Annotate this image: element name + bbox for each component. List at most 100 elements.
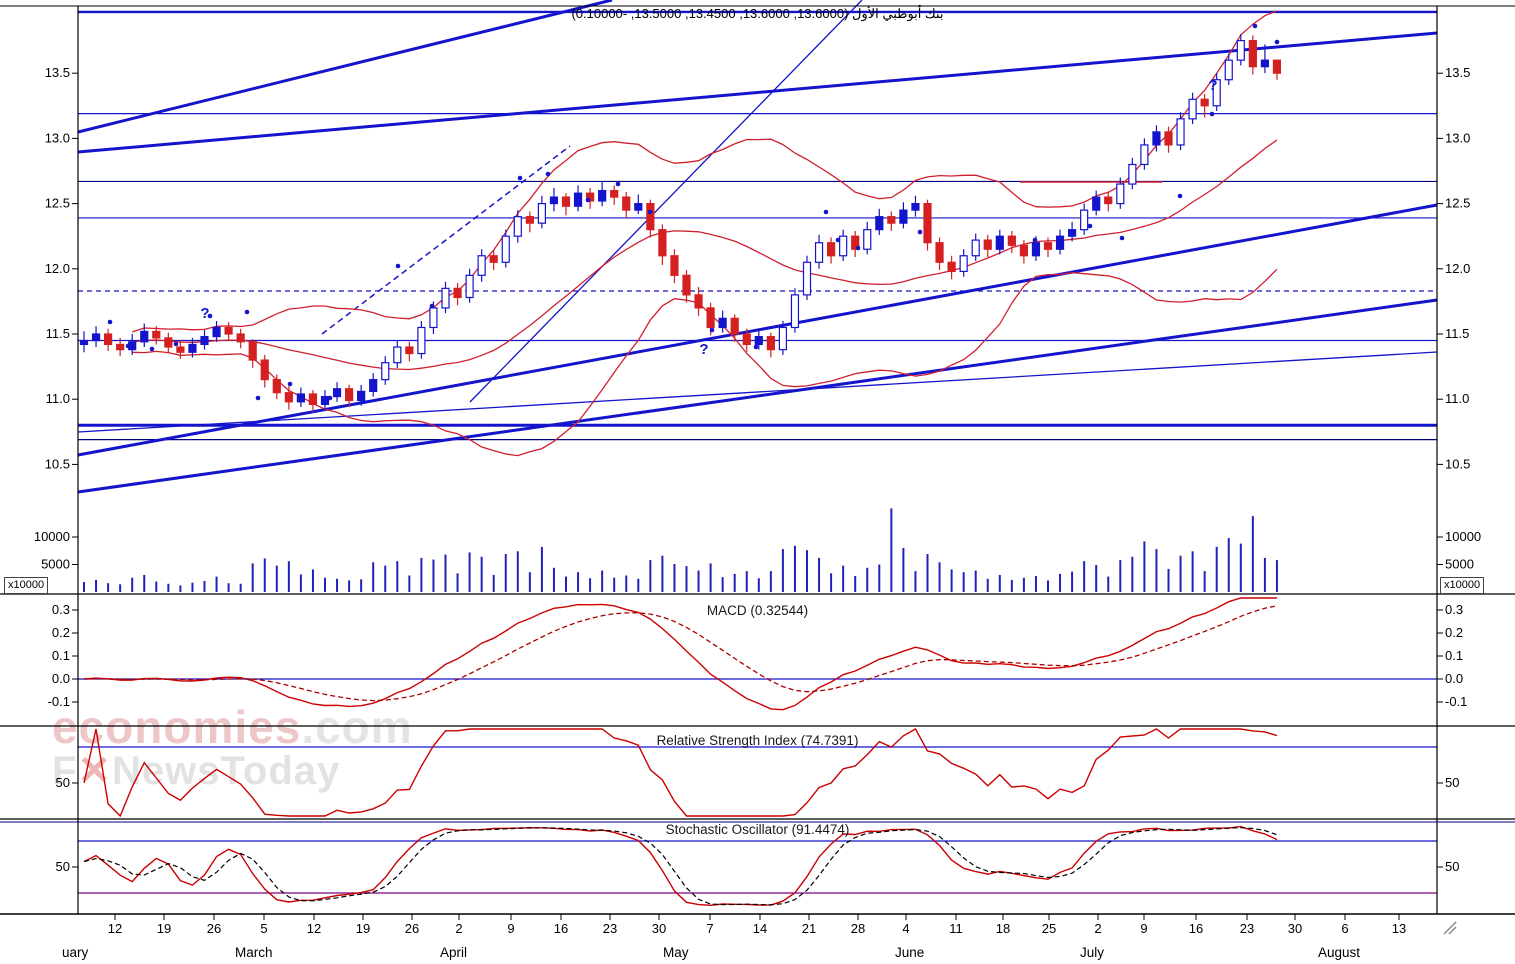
candle-body bbox=[212, 326, 221, 338]
trendlines bbox=[77, 0, 1438, 494]
candle-body bbox=[1224, 59, 1233, 81]
trendline bbox=[77, 0, 613, 134]
signal-dot bbox=[429, 303, 435, 309]
candle-body bbox=[826, 242, 836, 257]
candle-body bbox=[1043, 242, 1053, 250]
price-scale-label: 13.5 bbox=[1445, 65, 1470, 80]
candle-body bbox=[694, 294, 703, 309]
question-mark-annotation: ? bbox=[1208, 77, 1217, 94]
bollinger-bands bbox=[132, 10, 1278, 457]
question-mark-annotation: ? bbox=[200, 305, 209, 322]
candle-body bbox=[405, 346, 414, 355]
month-label: August bbox=[1318, 945, 1360, 960]
candle-body bbox=[983, 239, 992, 250]
rsi-line bbox=[83, 728, 1278, 818]
price-scale-label: 50 bbox=[1445, 775, 1459, 790]
signal-dot bbox=[107, 319, 113, 325]
candle-body bbox=[1080, 209, 1089, 231]
stoch-k-line bbox=[83, 825, 1278, 907]
signal-dot bbox=[395, 263, 401, 269]
signal-dot bbox=[149, 346, 155, 352]
price-scale-label: 11.0 bbox=[46, 391, 70, 406]
date-tick-label: 19 bbox=[157, 921, 171, 936]
price-scale-label: -0.1 bbox=[1445, 694, 1467, 709]
date-tick-label: 9 bbox=[1140, 921, 1147, 936]
signal-dot bbox=[545, 171, 551, 177]
candle-body bbox=[1248, 39, 1257, 68]
date-tick-label: 12 bbox=[108, 921, 122, 936]
date-tick-label: 30 bbox=[652, 921, 666, 936]
date-tick-label: 18 bbox=[996, 921, 1010, 936]
candle-body bbox=[140, 330, 149, 343]
stoch-d-line bbox=[83, 826, 1278, 906]
candle-body bbox=[489, 255, 498, 263]
candle-body bbox=[802, 261, 812, 296]
candle-body bbox=[1140, 144, 1149, 166]
price-scale-label: 10000 bbox=[1445, 529, 1481, 544]
candle-body bbox=[754, 336, 763, 346]
candle-body bbox=[501, 235, 510, 263]
date-tick-label: 23 bbox=[603, 921, 617, 936]
candle-body bbox=[549, 196, 559, 205]
date-tick-label: 11 bbox=[949, 921, 963, 936]
candle-body bbox=[393, 346, 402, 364]
candle-body bbox=[1055, 235, 1065, 250]
candle-body bbox=[417, 326, 426, 355]
candle-body bbox=[284, 392, 293, 403]
candle-body bbox=[152, 330, 161, 339]
candle-body bbox=[766, 336, 775, 351]
date-tick-label: 12 bbox=[307, 921, 321, 936]
month-label: June bbox=[895, 945, 924, 960]
signal-dot bbox=[327, 395, 333, 401]
trendline bbox=[321, 145, 571, 335]
candle-body bbox=[851, 235, 860, 250]
candle-body bbox=[610, 189, 619, 198]
price-scale-label: 13.0 bbox=[1445, 130, 1470, 145]
candle-body bbox=[103, 333, 113, 346]
signal-dot bbox=[709, 327, 715, 333]
signal-dot bbox=[207, 313, 213, 319]
date-tick-label: 7 bbox=[706, 921, 713, 936]
candle-body bbox=[585, 192, 595, 202]
date-tick-label: 9 bbox=[507, 921, 514, 936]
price-scale-label: 0.2 bbox=[52, 625, 70, 640]
candle-body bbox=[332, 388, 342, 398]
price-scale-label: 0.3 bbox=[1445, 602, 1463, 617]
signal-dot bbox=[1177, 193, 1183, 199]
candle-body bbox=[320, 395, 330, 406]
price-scale-label: 5000 bbox=[1445, 557, 1474, 572]
date-tick-label: 2 bbox=[455, 921, 462, 936]
candle-body bbox=[164, 337, 173, 348]
date-tick-label: 25 bbox=[1042, 921, 1056, 936]
price-scale-label: 0.3 bbox=[52, 602, 70, 617]
candle-body bbox=[116, 343, 125, 351]
candles bbox=[79, 34, 1282, 413]
candle-body bbox=[634, 203, 643, 211]
candle-body bbox=[959, 255, 968, 273]
price-scale-label: 0.2 bbox=[1445, 625, 1463, 640]
candle-body bbox=[248, 341, 257, 361]
candle-body bbox=[357, 390, 366, 402]
candle-body bbox=[923, 203, 932, 244]
candle-body bbox=[525, 216, 534, 224]
candle-body bbox=[706, 307, 715, 329]
price-scale-label: 0.0 bbox=[1445, 671, 1463, 686]
candle-body bbox=[537, 203, 547, 224]
candle-body bbox=[887, 216, 896, 224]
signal-dot bbox=[1032, 237, 1038, 243]
candle-body bbox=[911, 203, 920, 211]
price-scale-label: 12.5 bbox=[1445, 196, 1470, 211]
chart-title: بنك أبوظبي الأول (13.6000, 13.6000, 13.4… bbox=[571, 6, 944, 21]
date-tick-label: 6 bbox=[1341, 921, 1348, 936]
bollinger-middle bbox=[132, 139, 1278, 371]
candle-body bbox=[441, 287, 450, 309]
candle-body bbox=[598, 189, 607, 202]
candle-body bbox=[742, 333, 751, 346]
price-scale-label: 50 bbox=[56, 775, 70, 790]
signal-dot bbox=[255, 395, 261, 401]
candle-body bbox=[176, 346, 185, 353]
candle-body bbox=[899, 209, 908, 224]
month-label: July bbox=[1080, 945, 1104, 960]
signal-dot bbox=[244, 309, 250, 315]
